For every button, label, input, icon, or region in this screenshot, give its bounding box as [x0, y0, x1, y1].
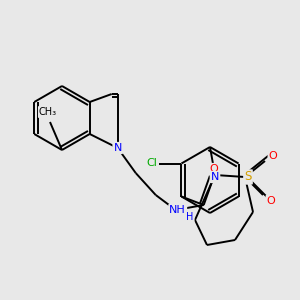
Text: H: H — [186, 212, 194, 222]
Text: O: O — [268, 151, 278, 161]
Text: Cl: Cl — [146, 158, 157, 169]
Text: NH: NH — [169, 205, 186, 215]
Text: CH₃: CH₃ — [39, 107, 57, 117]
Text: O: O — [209, 164, 218, 174]
Text: N: N — [211, 172, 219, 182]
Text: N: N — [113, 143, 122, 153]
Text: S: S — [244, 170, 252, 184]
Text: O: O — [267, 196, 275, 206]
